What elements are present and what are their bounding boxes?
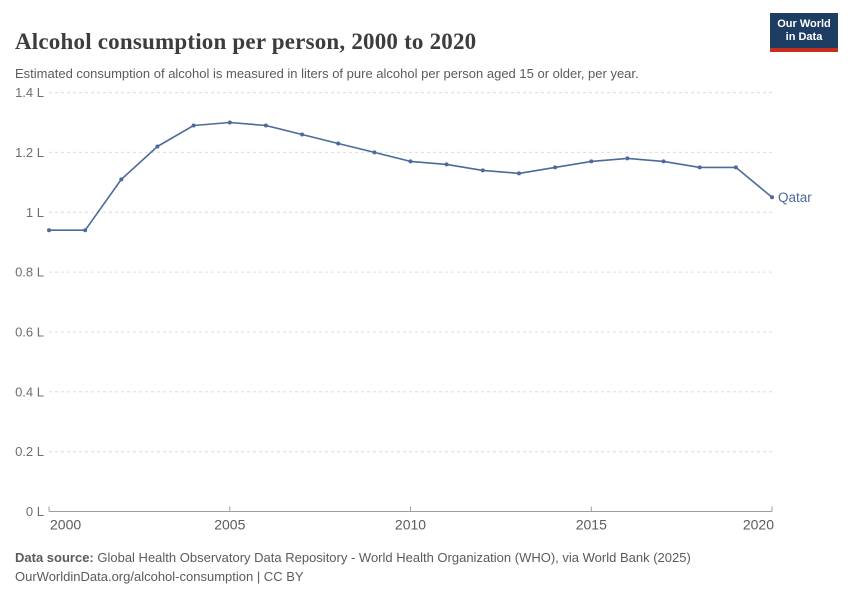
y-axis-tick-label: 0.4 L	[15, 384, 44, 399]
x-axis-tick-label: 2000	[50, 517, 81, 533]
owid-logo-text: Our World in Data	[770, 13, 838, 48]
data-point	[227, 120, 232, 125]
data-point	[480, 168, 485, 173]
data-point	[83, 228, 88, 233]
owid-logo-line1: Our World	[777, 18, 831, 30]
y-axis-tick-label: 0.6 L	[15, 325, 44, 340]
x-axis-tick-label: 2015	[576, 517, 607, 533]
y-axis-tick-label: 1.2 L	[15, 145, 44, 160]
data-point	[589, 159, 594, 164]
y-axis-tick-label: 1 L	[26, 205, 44, 220]
data-point	[155, 144, 160, 149]
data-point	[408, 159, 413, 164]
y-axis-tick-label: 1.4 L	[15, 85, 44, 100]
entity-label: Qatar	[778, 190, 812, 205]
data-point	[625, 156, 630, 161]
license-line: OurWorldinData.org/alcohol-consumption |…	[15, 569, 304, 584]
x-axis-tick-label: 2020	[743, 517, 774, 533]
y-axis-tick-label: 0 L	[26, 504, 44, 519]
chart-footer: Data source: Global Health Observatory D…	[15, 548, 775, 586]
data-point	[733, 165, 738, 170]
owid-logo: Our World in Data	[770, 13, 838, 52]
page-title: Alcohol consumption per person, 2000 to …	[15, 29, 477, 55]
data-source-line: Data source: Global Health Observatory D…	[15, 548, 775, 567]
data-source-label: Data source:	[15, 550, 94, 565]
data-point	[372, 150, 377, 155]
x-axis-tick-label: 2005	[214, 517, 245, 533]
data-point	[300, 132, 305, 137]
data-point	[661, 159, 666, 164]
x-axis-tick-label: 2010	[395, 517, 426, 533]
page-subtitle: Estimated consumption of alcohol is meas…	[15, 66, 639, 81]
owid-logo-line2: in Data	[785, 31, 823, 43]
data-point	[553, 165, 558, 170]
data-point	[47, 228, 51, 233]
data-point	[336, 141, 341, 146]
data-point	[444, 162, 449, 167]
y-axis-tick-label: 0.8 L	[15, 265, 44, 280]
data-point	[191, 123, 196, 128]
data-source-text: Global Health Observatory Data Repositor…	[93, 550, 691, 565]
trend-line	[49, 121, 773, 231]
data-point	[119, 177, 124, 182]
owid-logo-redbar	[770, 48, 838, 52]
data-point	[770, 195, 774, 200]
y-axis-tick-label: 0.2 L	[15, 444, 44, 459]
data-point	[517, 171, 521, 176]
data-point	[697, 165, 702, 170]
data-point	[263, 123, 268, 128]
